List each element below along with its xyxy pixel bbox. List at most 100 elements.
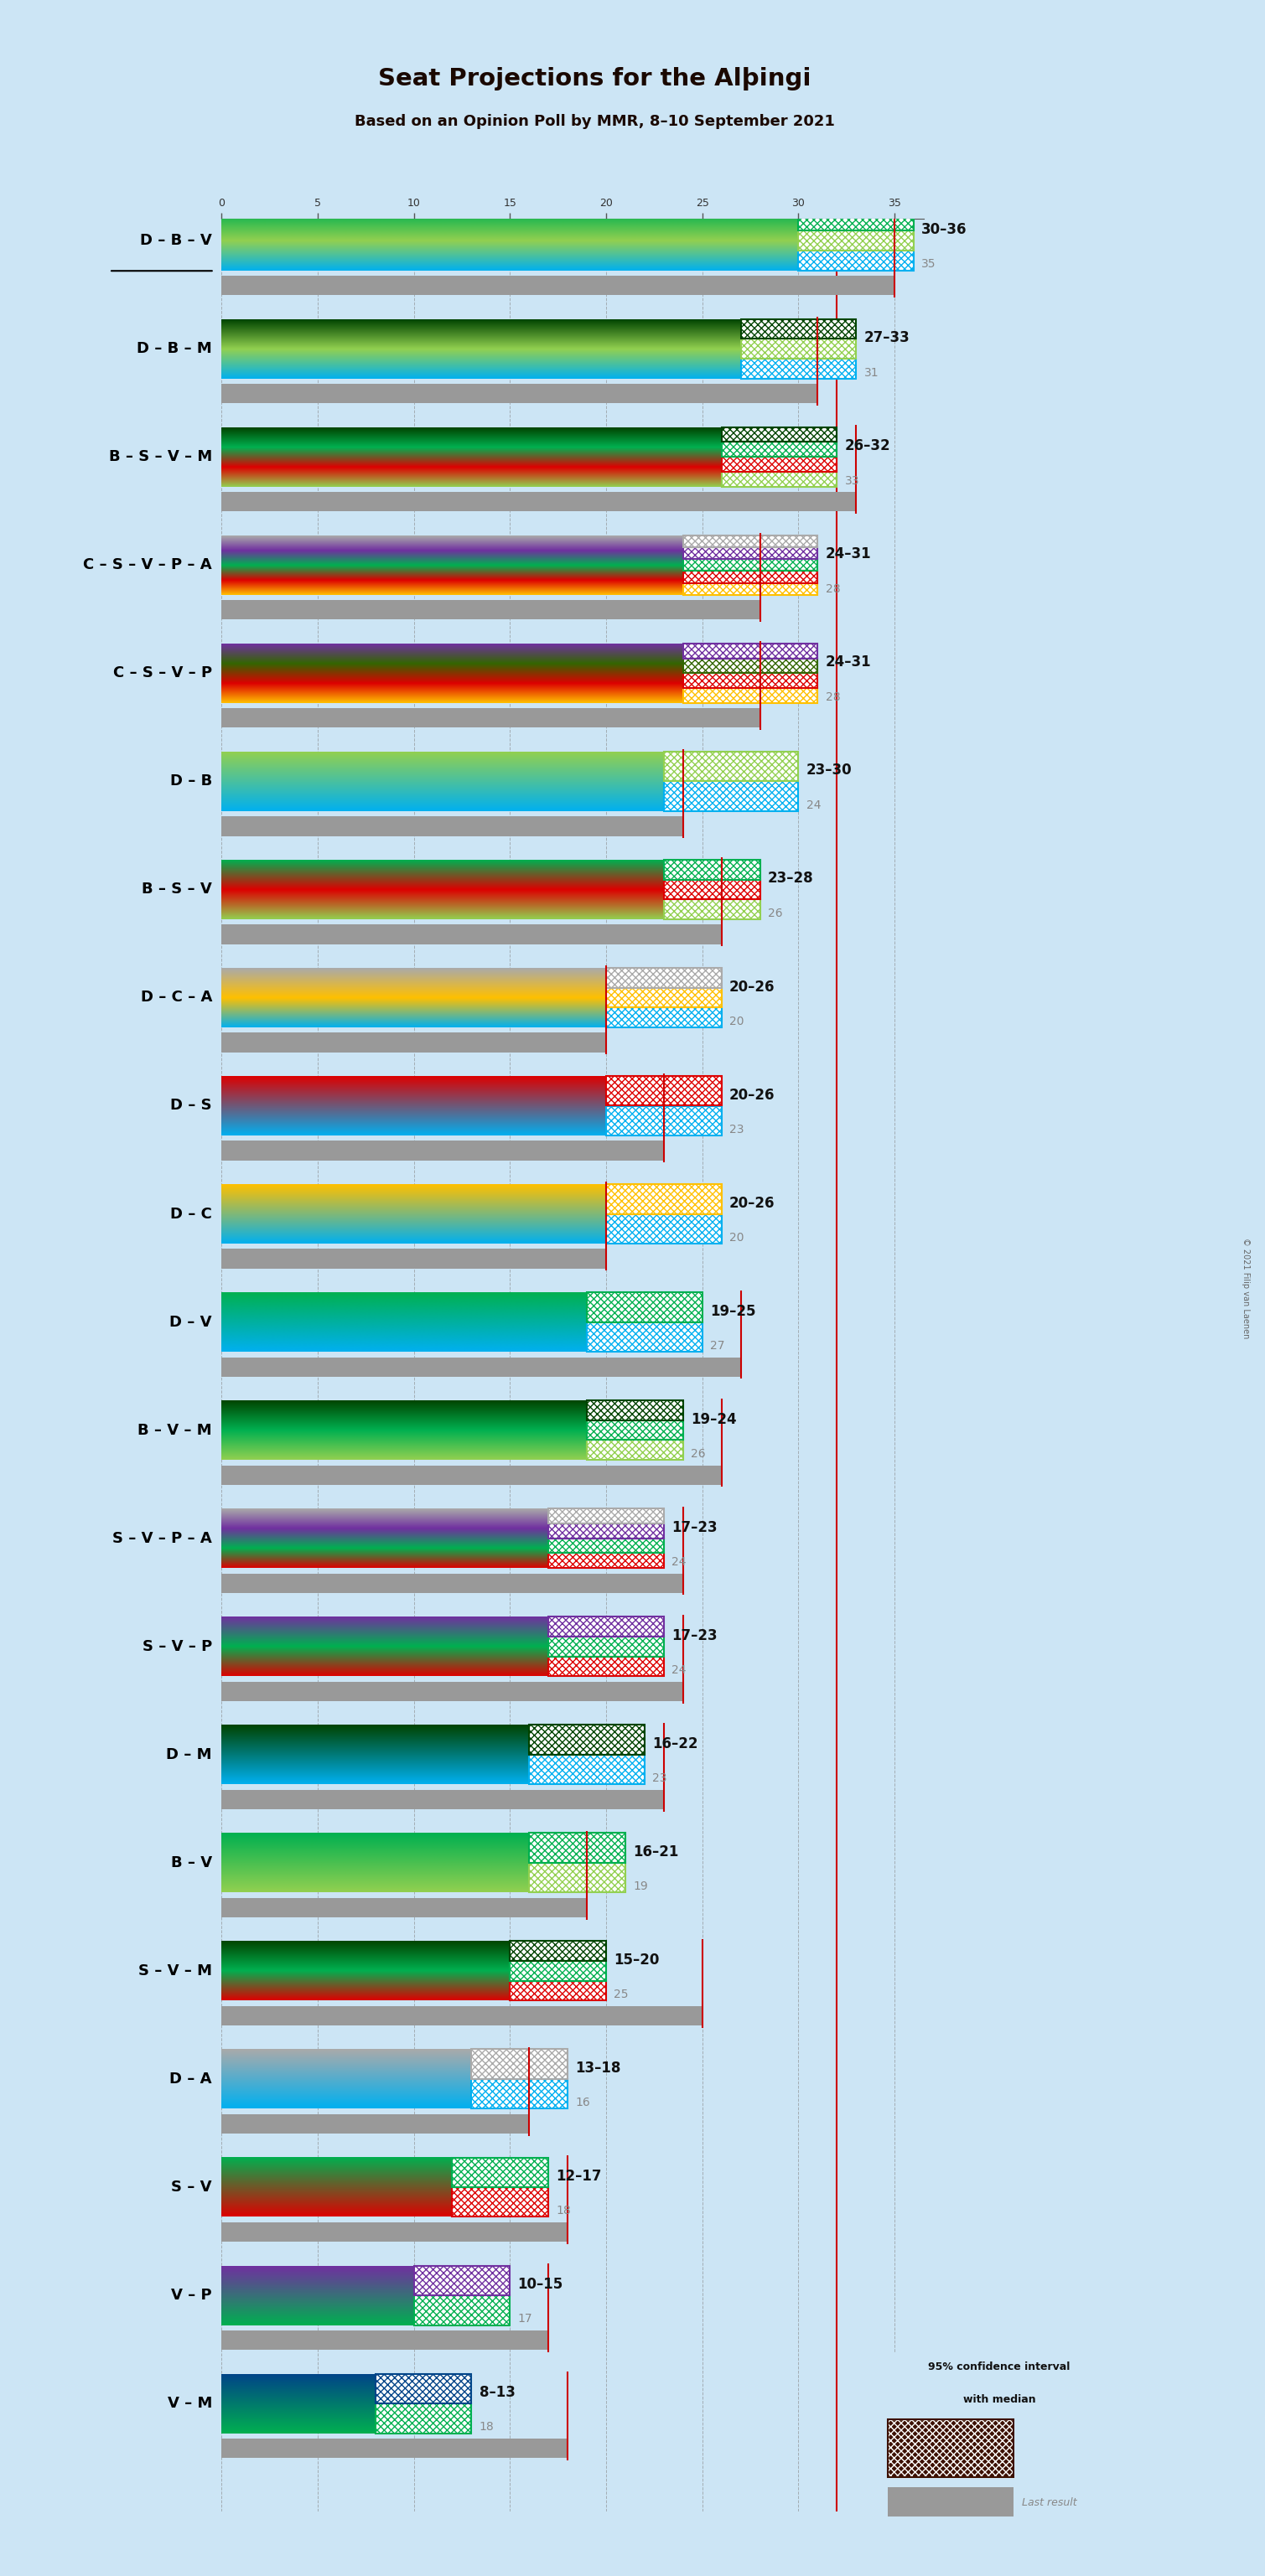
Bar — [221, 276, 894, 296]
Bar — [798, 211, 913, 232]
Text: © 2021 Filip van Laenen: © 2021 Filip van Laenen — [1242, 1236, 1250, 1340]
Bar — [221, 1033, 606, 1051]
Bar — [548, 1656, 664, 1677]
Text: 19–25: 19–25 — [710, 1303, 755, 1319]
Bar — [721, 428, 837, 443]
Bar — [376, 2403, 472, 2434]
Bar — [888, 2488, 1013, 2517]
Bar — [741, 358, 856, 379]
Text: 19–24: 19–24 — [691, 1412, 736, 1427]
Bar — [606, 1077, 721, 1105]
Bar — [683, 688, 817, 703]
Bar — [721, 443, 837, 456]
Bar — [721, 471, 837, 487]
Text: 20: 20 — [729, 1015, 744, 1028]
Bar — [221, 492, 856, 513]
Bar — [529, 1834, 625, 1862]
Bar — [721, 443, 837, 456]
Bar — [683, 688, 817, 703]
Bar — [683, 644, 817, 659]
Bar — [798, 250, 913, 270]
Text: 18: 18 — [557, 2205, 571, 2218]
Text: 31: 31 — [864, 366, 879, 379]
Bar — [587, 1293, 702, 1321]
Text: 18: 18 — [479, 2421, 495, 2434]
Text: 17–23: 17–23 — [672, 1628, 717, 1643]
Text: 26–32: 26–32 — [845, 438, 891, 453]
Text: 24–31: 24–31 — [825, 546, 872, 562]
Bar — [221, 1682, 683, 1700]
Bar — [606, 1007, 721, 1028]
Bar — [606, 987, 721, 1007]
Bar — [606, 1007, 721, 1028]
Bar — [664, 878, 760, 899]
Text: 20–26: 20–26 — [729, 1195, 775, 1211]
Bar — [888, 2419, 1013, 2478]
Bar — [798, 232, 913, 250]
Bar — [376, 2372, 472, 2403]
Bar — [529, 1754, 645, 1785]
Bar — [587, 1293, 702, 1321]
Bar — [741, 340, 856, 358]
Bar — [376, 2403, 472, 2434]
Bar — [510, 1981, 606, 2002]
Bar — [683, 688, 817, 703]
Bar — [548, 1510, 664, 1522]
Text: 16: 16 — [576, 2097, 591, 2110]
Bar — [376, 2372, 472, 2403]
Bar — [221, 1899, 587, 1917]
Bar — [606, 1213, 721, 1244]
Bar — [548, 1656, 664, 1677]
Bar — [414, 2264, 510, 2295]
Bar — [529, 1726, 645, 1754]
Bar — [741, 358, 856, 379]
Bar — [683, 672, 817, 688]
Text: 15–20: 15–20 — [614, 1953, 659, 1968]
Bar — [587, 1401, 683, 1419]
Bar — [606, 1185, 721, 1213]
Bar — [683, 572, 817, 582]
Bar — [221, 600, 760, 621]
Bar — [529, 1834, 625, 1862]
Text: Last result: Last result — [1022, 2496, 1077, 2509]
Bar — [510, 1960, 606, 1981]
Bar — [798, 250, 913, 270]
Bar — [664, 878, 760, 899]
Bar — [721, 443, 837, 456]
Bar — [606, 1105, 721, 1136]
Bar — [221, 1466, 721, 1484]
Text: 24: 24 — [672, 1556, 686, 1569]
Bar — [741, 358, 856, 379]
Bar — [683, 536, 817, 546]
Bar — [472, 2050, 568, 2079]
Bar — [664, 860, 760, 878]
Bar — [606, 1007, 721, 1028]
Bar — [721, 471, 837, 487]
Bar — [548, 1522, 664, 1538]
Bar — [798, 211, 913, 232]
Bar — [548, 1656, 664, 1677]
Bar — [452, 2159, 548, 2187]
Bar — [221, 384, 817, 404]
Bar — [376, 2403, 472, 2434]
Bar — [606, 987, 721, 1007]
Text: 26: 26 — [768, 907, 783, 920]
Bar — [510, 1942, 606, 1960]
Bar — [664, 781, 798, 811]
Text: 23: 23 — [729, 1123, 744, 1136]
Bar — [376, 2372, 472, 2403]
Bar — [221, 1790, 664, 1808]
Bar — [587, 1440, 683, 1461]
Text: 28: 28 — [825, 582, 840, 595]
Text: 24: 24 — [672, 1664, 686, 1677]
Bar — [683, 659, 817, 672]
Bar — [664, 899, 760, 920]
Bar — [741, 319, 856, 340]
Text: 30–36: 30–36 — [921, 222, 968, 237]
Text: 20–26: 20–26 — [729, 979, 775, 994]
Text: 27: 27 — [710, 1340, 725, 1352]
Bar — [683, 582, 817, 595]
Text: 19: 19 — [632, 1880, 648, 1893]
Bar — [606, 1105, 721, 1136]
Bar — [452, 2159, 548, 2187]
